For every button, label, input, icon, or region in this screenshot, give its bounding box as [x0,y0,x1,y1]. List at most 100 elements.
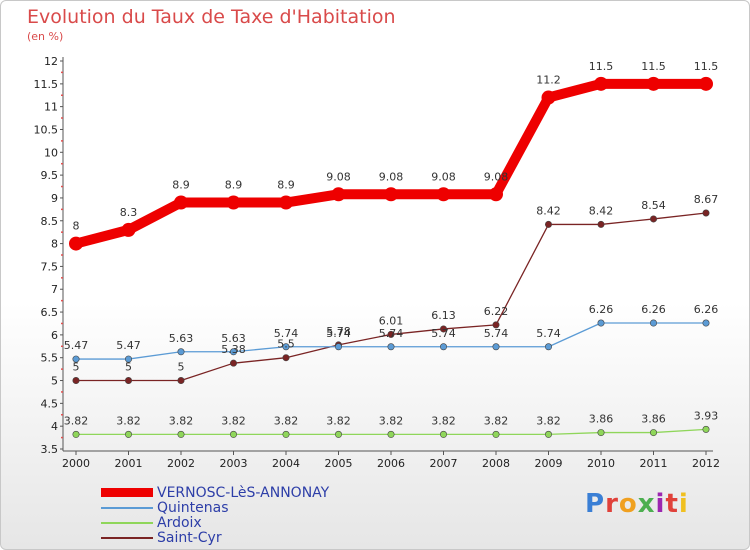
data-label: 5.63 [221,332,246,345]
y-tick-label: 9.5 [41,169,59,182]
data-point [69,236,83,251]
legend-label: Saint-Cyr [157,529,222,546]
data-label: 6.01 [379,314,404,327]
data-point [72,430,80,438]
data-point [125,430,133,438]
data-point [492,321,500,329]
data-point [489,187,503,202]
data-point [177,377,185,385]
y-tick-label: 5 [51,375,58,388]
data-label: 6.26 [694,303,719,316]
data-label: 5 [125,361,132,374]
data-label: 5.63 [169,332,194,345]
data-label: 6.13 [431,309,456,322]
data-point [699,76,713,91]
data-point [72,355,80,363]
x-tick-label: 2010 [587,457,615,470]
data-label: 3.82 [379,414,404,427]
legend-swatch [101,488,153,497]
data-label: 8.42 [536,204,561,217]
data-point [282,354,290,362]
data-label: 9.08 [379,170,404,183]
data-point [597,429,605,437]
data-point [177,348,185,356]
data-label: 3.82 [169,414,194,427]
data-label: 6.22 [484,305,509,318]
y-tick-label: 7.5 [41,260,59,273]
series-line-3 [75,212,707,382]
y-tick-label: 11.5 [34,78,59,91]
data-point [282,430,290,438]
data-point [125,377,133,385]
data-point [334,343,342,351]
data-point [597,220,605,228]
y-tick-label: 3.5 [41,443,59,456]
data-label: 11.2 [536,74,561,87]
data-point [174,195,188,210]
data-label: 8.9 [225,179,243,192]
data-point [544,220,552,228]
data-label: 8.67 [694,193,719,206]
data-label: 5.38 [221,343,246,356]
data-label: 3.82 [274,414,299,427]
data-label: 3.82 [326,414,351,427]
x-tick-label: 2011 [640,457,668,470]
data-label: 6.26 [589,303,614,316]
legend-item: Saint-Cyr [101,529,329,546]
y-tick-label: 7 [51,283,58,296]
data-label: 3.82 [536,414,561,427]
data-label: 8.54 [641,199,666,212]
data-label: 8.42 [589,204,614,217]
y-tick-label: 12 [44,55,58,68]
data-label: 6.26 [641,303,666,316]
data-point [649,215,657,223]
legend-item: VERNOSC-LèS-ANNONAY [101,485,329,501]
proxiti-logo: Proxiti [585,489,689,519]
data-label: 3.86 [589,413,614,426]
logo-letter: t [665,489,679,519]
data-point [334,430,342,438]
x-tick-label: 2003 [220,457,248,470]
data-point [387,430,395,438]
data-point [439,343,447,351]
data-point [492,343,500,351]
data-label: 5 [178,361,185,374]
data-label: 8.3 [120,206,138,219]
logo-letter: P [585,489,606,519]
data-point [230,430,238,438]
y-tick-label: 4.5 [41,397,59,410]
y-tick-label: 5.5 [41,352,59,365]
y-tick-label: 4 [51,420,58,433]
data-label: 3.82 [116,414,141,427]
data-label: 3.82 [484,414,509,427]
data-label: 9.08 [326,170,351,183]
x-tick-label: 2002 [167,457,195,470]
data-point [702,209,710,217]
chart-title: Evolution du Taux de Taxe d'Habitation [27,6,396,28]
y-tick-label: 6.5 [41,306,59,319]
data-point [121,222,136,237]
data-point [439,430,447,438]
data-point [279,195,293,210]
legend-item: Quintenas [101,500,329,516]
data-point [125,355,133,363]
data-label: 3.93 [694,409,719,422]
data-label: 9.08 [484,170,509,183]
data-label: 11.5 [589,60,614,73]
y-tick-label: 8 [51,238,58,251]
data-label: 3.82 [64,414,89,427]
data-point [702,319,710,327]
data-label: 5.78 [326,325,351,338]
data-point [226,195,241,210]
x-tick-label: 2006 [377,457,405,470]
data-point [702,425,710,433]
data-point [492,430,500,438]
data-label: 5.47 [64,339,89,352]
data-point [282,343,290,351]
x-tick-label: 2001 [115,457,143,470]
data-point [649,319,657,327]
x-tick-label: 2000 [62,457,90,470]
data-point [177,430,185,438]
data-point [384,187,398,202]
